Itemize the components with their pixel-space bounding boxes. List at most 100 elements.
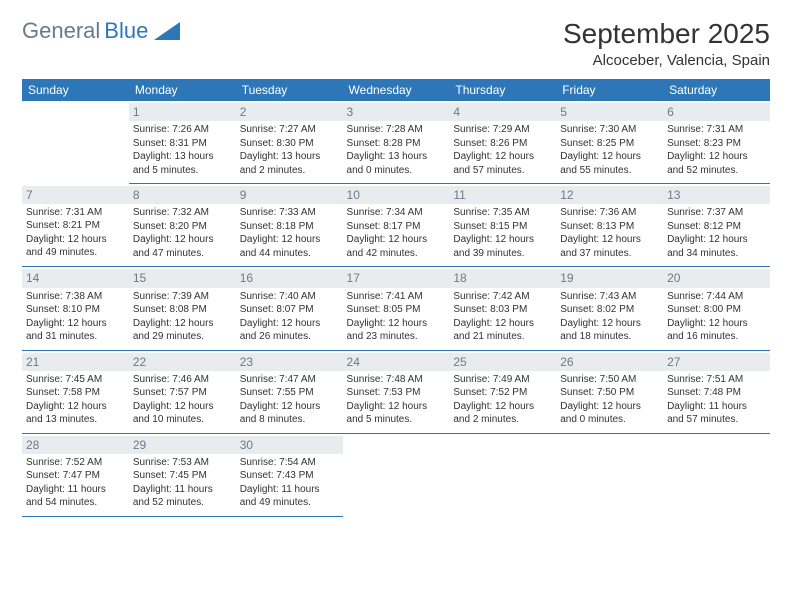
cell-line: Sunrise: 7:34 AM (347, 206, 446, 220)
logo: GeneralBlue (22, 18, 180, 44)
day-number: 7 (22, 186, 129, 204)
calendar-row: 7Sunrise: 7:31 AMSunset: 8:21 PMDaylight… (22, 184, 770, 267)
cell-line: Sunset: 8:08 PM (133, 303, 232, 317)
cell-line: Sunrise: 7:27 AM (240, 123, 339, 137)
cell-line: Sunset: 7:52 PM (453, 386, 552, 400)
cell-line: Sunrise: 7:50 AM (560, 373, 659, 387)
calendar-cell: 3Sunrise: 7:28 AMSunset: 8:28 PMDaylight… (343, 101, 450, 184)
cell-line: Daylight: 12 hours (347, 400, 446, 414)
cell-line: and 5 minutes. (347, 413, 446, 427)
cell-line: Sunset: 8:13 PM (560, 220, 659, 234)
calendar-cell: 24Sunrise: 7:48 AMSunset: 7:53 PMDayligh… (343, 350, 450, 433)
day-number: 24 (343, 353, 450, 371)
cell-line: Daylight: 12 hours (560, 150, 659, 164)
calendar-head: SundayMondayTuesdayWednesdayThursdayFrid… (22, 79, 770, 101)
calendar-cell: 15Sunrise: 7:39 AMSunset: 8:08 PMDayligh… (129, 267, 236, 350)
calendar-cell: 4Sunrise: 7:29 AMSunset: 8:26 PMDaylight… (449, 101, 556, 184)
cell-line: Daylight: 12 hours (560, 400, 659, 414)
cell-line: and 8 minutes. (240, 413, 339, 427)
logo-triangle-icon (154, 22, 180, 40)
cell-line: Daylight: 12 hours (26, 233, 125, 247)
cell-line: Sunrise: 7:53 AM (133, 456, 232, 470)
calendar-row: 28Sunrise: 7:52 AMSunset: 7:47 PMDayligh… (22, 433, 770, 516)
cell-line: and 47 minutes. (133, 247, 232, 261)
calendar-cell: 7Sunrise: 7:31 AMSunset: 8:21 PMDaylight… (22, 184, 129, 267)
calendar-cell: 25Sunrise: 7:49 AMSunset: 7:52 PMDayligh… (449, 350, 556, 433)
dayname-header: Saturday (663, 79, 770, 101)
day-number: 13 (663, 186, 770, 204)
calendar-cell: 14Sunrise: 7:38 AMSunset: 8:10 PMDayligh… (22, 267, 129, 350)
cell-line: Sunrise: 7:44 AM (667, 290, 766, 304)
cell-line: Sunrise: 7:51 AM (667, 373, 766, 387)
cell-line: Daylight: 11 hours (667, 400, 766, 414)
calendar-cell (663, 433, 770, 516)
cell-line: Sunset: 8:31 PM (133, 137, 232, 151)
calendar-row: 21Sunrise: 7:45 AMSunset: 7:58 PMDayligh… (22, 350, 770, 433)
cell-line: and 49 minutes. (26, 246, 125, 260)
month-title: September 2025 (563, 18, 770, 50)
cell-line: Daylight: 12 hours (133, 400, 232, 414)
day-number: 21 (22, 353, 129, 371)
cell-line: and 0 minutes. (560, 413, 659, 427)
calendar-table: SundayMondayTuesdayWednesdayThursdayFrid… (22, 79, 770, 517)
cell-line: Sunrise: 7:29 AM (453, 123, 552, 137)
cell-line: Sunrise: 7:32 AM (133, 206, 232, 220)
cell-line: Daylight: 12 hours (667, 233, 766, 247)
day-number: 1 (129, 103, 236, 121)
cell-line: Sunrise: 7:39 AM (133, 290, 232, 304)
cell-line: Sunrise: 7:48 AM (347, 373, 446, 387)
day-number: 30 (236, 436, 343, 454)
day-number: 22 (129, 353, 236, 371)
cell-line: Sunset: 7:57 PM (133, 386, 232, 400)
logo-text-2: Blue (104, 18, 148, 44)
day-number: 2 (236, 103, 343, 121)
cell-line: Daylight: 12 hours (240, 233, 339, 247)
cell-line: Sunset: 8:28 PM (347, 137, 446, 151)
calendar-cell: 27Sunrise: 7:51 AMSunset: 7:48 PMDayligh… (663, 350, 770, 433)
cell-line: Sunset: 8:07 PM (240, 303, 339, 317)
calendar-cell: 2Sunrise: 7:27 AMSunset: 8:30 PMDaylight… (236, 101, 343, 184)
day-number: 20 (663, 269, 770, 287)
calendar-cell (22, 101, 129, 184)
cell-line: Sunrise: 7:36 AM (560, 206, 659, 220)
cell-line: Sunset: 8:02 PM (560, 303, 659, 317)
title-block: September 2025 Alcoceber, Valencia, Spai… (563, 18, 770, 69)
cell-line: and 26 minutes. (240, 330, 339, 344)
day-number: 15 (129, 269, 236, 287)
calendar-cell: 11Sunrise: 7:35 AMSunset: 8:15 PMDayligh… (449, 184, 556, 267)
cell-line: and 13 minutes. (26, 413, 125, 427)
cell-line: Daylight: 12 hours (667, 317, 766, 331)
cell-line: Sunrise: 7:47 AM (240, 373, 339, 387)
cell-line: Sunset: 7:55 PM (240, 386, 339, 400)
cell-line: Sunrise: 7:28 AM (347, 123, 446, 137)
day-number: 17 (343, 269, 450, 287)
cell-line: Sunset: 8:15 PM (453, 220, 552, 234)
cell-line: Sunrise: 7:40 AM (240, 290, 339, 304)
cell-line: Daylight: 12 hours (347, 233, 446, 247)
cell-line: Daylight: 12 hours (26, 317, 125, 331)
cell-line: and 21 minutes. (453, 330, 552, 344)
calendar-cell: 16Sunrise: 7:40 AMSunset: 8:07 PMDayligh… (236, 267, 343, 350)
dayname-header: Sunday (22, 79, 129, 101)
cell-line: and 34 minutes. (667, 247, 766, 261)
calendar-cell (449, 433, 556, 516)
cell-line: Daylight: 12 hours (453, 400, 552, 414)
cell-line: Daylight: 12 hours (26, 400, 125, 414)
day-number: 8 (129, 186, 236, 204)
cell-line: Sunrise: 7:42 AM (453, 290, 552, 304)
cell-line: Sunrise: 7:52 AM (26, 456, 125, 470)
calendar-cell: 29Sunrise: 7:53 AMSunset: 7:45 PMDayligh… (129, 433, 236, 516)
cell-line: and 44 minutes. (240, 247, 339, 261)
day-number: 14 (22, 269, 129, 287)
location: Alcoceber, Valencia, Spain (563, 52, 770, 69)
cell-line: and 23 minutes. (347, 330, 446, 344)
cell-line: Sunrise: 7:54 AM (240, 456, 339, 470)
calendar-cell: 20 Sunrise: 7:44 AMSunset: 8:00 PMDayligh… (663, 267, 770, 350)
day-number: 11 (449, 186, 556, 204)
calendar-cell (343, 433, 450, 516)
logo-text-1: General (22, 18, 100, 44)
cell-line: Daylight: 12 hours (453, 317, 552, 331)
cell-line: Daylight: 12 hours (347, 317, 446, 331)
cell-line: Sunset: 8:00 PM (667, 303, 766, 317)
calendar-cell: 22Sunrise: 7:46 AMSunset: 7:57 PMDayligh… (129, 350, 236, 433)
